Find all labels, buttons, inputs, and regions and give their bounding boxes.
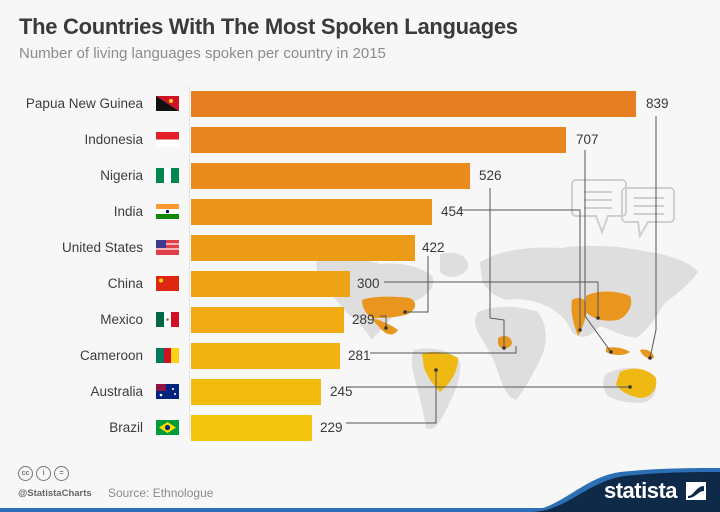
- bar: [191, 379, 321, 405]
- twitter-handle: @StatistaCharts: [18, 488, 92, 499]
- value-label: 229: [320, 420, 343, 435]
- bar: [191, 271, 350, 297]
- value-label: 245: [330, 384, 353, 399]
- bar: [191, 163, 470, 189]
- value-label: 454: [441, 204, 464, 219]
- bar: [191, 415, 312, 441]
- bar: [191, 235, 415, 261]
- bar: [191, 343, 340, 369]
- y-axis-line: [189, 86, 190, 438]
- category-label: China: [107, 276, 143, 291]
- statista-logo: statista: [604, 478, 706, 504]
- bar: [191, 307, 344, 333]
- category-label: Cameroon: [79, 348, 143, 363]
- flag-indonesia-icon: [156, 132, 179, 147]
- flag-australia-icon: [156, 384, 179, 399]
- chart-title: The Countries With The Most Spoken Langu…: [19, 14, 518, 39]
- creative-commons-icons: cc i =: [18, 466, 69, 481]
- value-label: 281: [348, 348, 371, 363]
- category-label: India: [113, 204, 143, 219]
- flag-united-states-icon: [156, 240, 179, 255]
- cc-icon: cc: [18, 466, 33, 481]
- bar: [191, 91, 636, 117]
- category-label: Brazil: [109, 420, 143, 435]
- chart-subtitle: Number of living languages spoken per co…: [19, 45, 386, 62]
- statista-logo-icon: [685, 482, 706, 500]
- category-label: Indonesia: [84, 132, 143, 147]
- category-label: Mexico: [100, 312, 143, 327]
- category-label: United States: [61, 240, 143, 255]
- by-icon: i: [36, 466, 51, 481]
- value-label: 422: [422, 240, 445, 255]
- value-label: 526: [479, 168, 502, 183]
- flag-brazil-icon: [156, 420, 179, 435]
- flag-papua-new-guinea-icon: [156, 96, 179, 111]
- bar: [191, 127, 566, 153]
- bar: [191, 199, 432, 225]
- value-label: 707: [576, 132, 599, 147]
- statista-wordmark: statista: [604, 478, 678, 503]
- value-label: 300: [357, 276, 380, 291]
- value-label: 839: [646, 96, 669, 111]
- source-note: Source: Ethnologue: [108, 486, 214, 500]
- flag-china-icon: [156, 276, 179, 291]
- flag-cameroon-icon: [156, 348, 179, 363]
- footer-band: [0, 468, 720, 512]
- flag-india-icon: [156, 204, 179, 219]
- nd-icon: =: [54, 466, 69, 481]
- flag-nigeria-icon: [156, 168, 179, 183]
- flag-mexico-icon: [156, 312, 179, 327]
- category-label: Nigeria: [100, 168, 143, 183]
- category-label: Papua New Guinea: [25, 96, 143, 111]
- value-label: 289: [352, 312, 375, 327]
- category-label: Australia: [90, 384, 143, 399]
